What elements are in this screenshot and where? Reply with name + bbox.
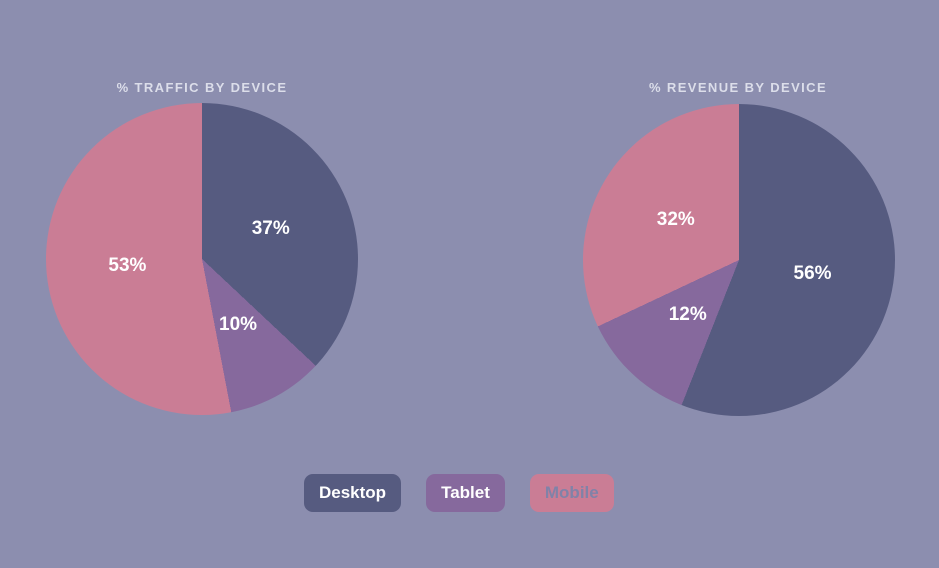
- pie-slice-label-desktop: 56%: [793, 263, 832, 285]
- pie-slice-label-desktop: 37%: [251, 218, 290, 240]
- traffic-pie-chart[interactable]: 37% 10% 53%: [46, 103, 358, 415]
- legend: Desktop Tablet Mobile: [304, 474, 614, 512]
- legend-item-tablet-label: Tablet: [441, 483, 490, 502]
- legend-item-mobile-label: Mobile: [544, 483, 599, 502]
- legend-item-tablet[interactable]: Tablet: [426, 474, 505, 512]
- legend-item-desktop-label: Desktop: [319, 483, 387, 502]
- pie-slice-label-tablet: 12%: [668, 303, 707, 325]
- pie-slice-label-mobile: 53%: [108, 255, 147, 277]
- revenue-chart-title: % REVENUE BY DEVICE: [648, 79, 828, 95]
- pie-slice-label-mobile: 32%: [656, 208, 695, 230]
- legend-item-desktop[interactable]: Desktop: [304, 474, 402, 512]
- pie-slice-label-tablet: 10%: [219, 313, 258, 335]
- legend-item-mobile[interactable]: Mobile: [529, 474, 614, 512]
- traffic-chart-title: % TRAFFIC BY DEVICE: [116, 79, 288, 95]
- revenue-pie-chart[interactable]: 56% 12% 32%: [583, 104, 895, 416]
